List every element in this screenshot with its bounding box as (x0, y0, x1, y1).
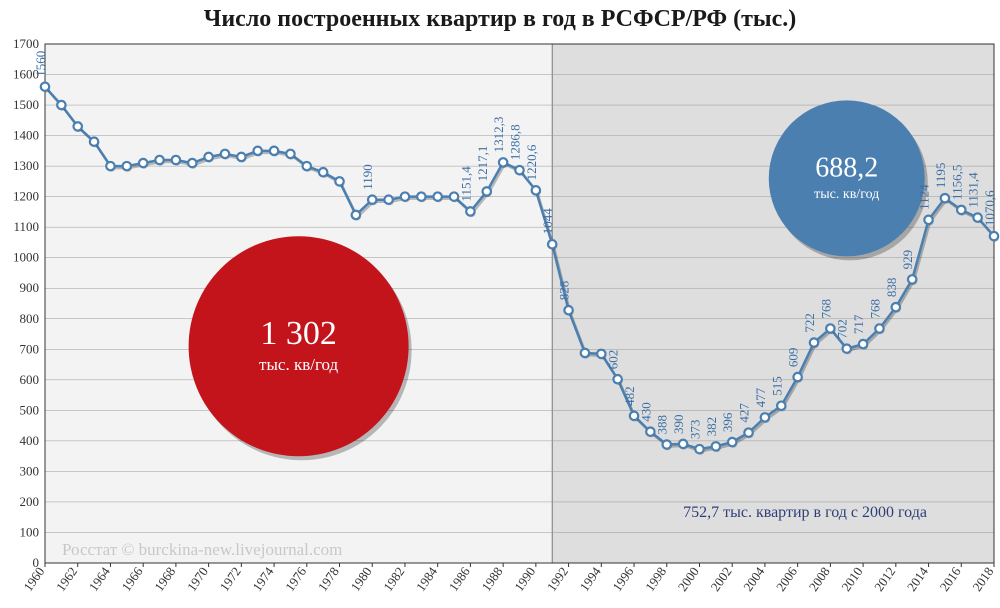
svg-text:609: 609 (786, 348, 801, 368)
svg-text:1988: 1988 (478, 564, 505, 594)
svg-text:1400: 1400 (13, 128, 39, 143)
svg-text:388: 388 (655, 415, 670, 435)
svg-text:1200: 1200 (13, 189, 39, 204)
svg-text:1312,3: 1312,3 (491, 117, 506, 153)
svg-text:600: 600 (20, 372, 40, 387)
svg-text:тыс. кв/год: тыс. кв/год (814, 187, 879, 202)
svg-text:396: 396 (720, 412, 735, 432)
svg-text:717: 717 (851, 314, 866, 334)
svg-text:1974: 1974 (249, 564, 276, 594)
svg-text:373: 373 (687, 420, 702, 440)
svg-text:1994: 1994 (577, 564, 604, 594)
svg-text:1960: 1960 (20, 564, 47, 594)
svg-text:602: 602 (606, 350, 621, 370)
svg-text:900: 900 (20, 280, 40, 295)
svg-text:929: 929 (900, 250, 915, 270)
svg-text:2016: 2016 (937, 564, 964, 594)
svg-text:1976: 1976 (282, 564, 309, 594)
svg-text:1992: 1992 (544, 564, 571, 594)
svg-text:390: 390 (671, 414, 686, 434)
svg-text:700: 700 (20, 341, 40, 356)
svg-text:1500: 1500 (13, 97, 39, 112)
svg-text:1195: 1195 (933, 163, 948, 189)
chart-container: Число построенных квартир в год в РСФСР/… (0, 0, 1000, 608)
svg-text:200: 200 (20, 494, 40, 509)
svg-text:1972: 1972 (217, 564, 244, 594)
svg-text:1980: 1980 (347, 564, 374, 594)
svg-text:1968: 1968 (151, 564, 178, 594)
svg-text:1190: 1190 (360, 164, 375, 190)
svg-text:1000: 1000 (13, 250, 39, 265)
svg-text:1217,1: 1217,1 (475, 146, 490, 182)
svg-text:400: 400 (20, 433, 40, 448)
svg-text:1124: 1124 (917, 184, 932, 210)
svg-text:1156,5: 1156,5 (949, 165, 964, 200)
svg-text:2014: 2014 (904, 564, 931, 594)
svg-text:1964: 1964 (86, 564, 113, 594)
svg-text:2010: 2010 (838, 564, 865, 594)
svg-text:1700: 1700 (13, 36, 39, 51)
svg-text:1970: 1970 (184, 564, 211, 594)
svg-text:688,2: 688,2 (815, 152, 878, 183)
svg-text:477: 477 (753, 387, 768, 407)
svg-text:1962: 1962 (53, 564, 80, 594)
svg-text:1966: 1966 (118, 564, 145, 594)
svg-text:1070,6: 1070,6 (982, 190, 997, 226)
svg-text:800: 800 (20, 311, 40, 326)
svg-text:1990: 1990 (511, 564, 538, 594)
svg-text:722: 722 (802, 313, 817, 333)
chart-svg: 0100200300400500600700800900100011001200… (0, 0, 1000, 608)
svg-text:1978: 1978 (315, 564, 342, 594)
svg-text:2012: 2012 (871, 564, 898, 594)
svg-text:2004: 2004 (740, 564, 767, 594)
svg-text:702: 702 (835, 319, 850, 339)
svg-text:1986: 1986 (446, 564, 473, 594)
chart-title: Число построенных квартир в год в РСФСР/… (0, 6, 1000, 33)
svg-text:768: 768 (867, 299, 882, 319)
svg-text:828: 828 (557, 281, 572, 301)
svg-text:300: 300 (20, 463, 40, 478)
svg-text:1131,4: 1131,4 (966, 172, 981, 208)
svg-text:1996: 1996 (609, 564, 636, 594)
svg-text:1286,8: 1286,8 (508, 124, 523, 160)
svg-text:1560: 1560 (33, 51, 48, 77)
svg-text:382: 382 (704, 417, 719, 437)
svg-text:1151,4: 1151,4 (458, 166, 473, 202)
svg-text:2008: 2008 (806, 564, 833, 594)
svg-text:2000: 2000 (675, 564, 702, 594)
svg-text:100: 100 (20, 524, 40, 539)
svg-text:2018: 2018 (969, 564, 996, 594)
svg-text:1300: 1300 (13, 158, 39, 173)
svg-text:838: 838 (884, 278, 899, 298)
svg-text:1998: 1998 (642, 564, 669, 594)
svg-text:482: 482 (622, 386, 637, 406)
svg-text:430: 430 (638, 402, 653, 422)
svg-text:515: 515 (769, 376, 784, 396)
svg-text:500: 500 (20, 402, 40, 417)
svg-text:тыс. кв/год: тыс. кв/год (259, 355, 338, 374)
svg-text:1 302: 1 302 (260, 315, 337, 352)
svg-text:1044: 1044 (540, 208, 555, 235)
svg-text:752,7 тыс. квартир в год с 200: 752,7 тыс. квартир в год с 2000 года (683, 504, 927, 521)
svg-text:1100: 1100 (13, 219, 39, 234)
svg-text:768: 768 (818, 299, 833, 319)
svg-text:1220,6: 1220,6 (524, 144, 539, 180)
svg-text:427: 427 (737, 403, 752, 423)
svg-text:2006: 2006 (773, 564, 800, 594)
svg-text:1982: 1982 (380, 564, 407, 594)
svg-text:2002: 2002 (707, 564, 734, 594)
svg-text:1984: 1984 (413, 564, 440, 594)
